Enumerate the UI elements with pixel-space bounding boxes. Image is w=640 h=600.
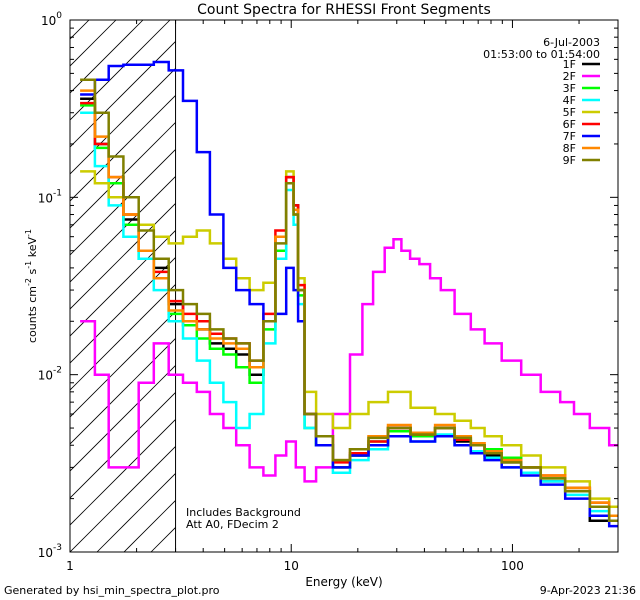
hatch-line bbox=[70, 418, 176, 526]
hatch-line bbox=[70, 94, 176, 202]
time-range-label: 01:53:00 to 01:54:00 bbox=[483, 48, 600, 61]
y-tick-label: 100 bbox=[41, 11, 62, 28]
hatch-line bbox=[448, 20, 640, 552]
series-line-9F bbox=[80, 78, 618, 523]
x-axis-label: Energy (keV) bbox=[305, 575, 382, 589]
legend-label-3F: 3F bbox=[563, 82, 576, 95]
x-tick-label: 100 bbox=[501, 559, 524, 573]
hatch-line bbox=[70, 67, 176, 175]
plot-frame bbox=[69, 19, 619, 553]
y-tick-label: 10-1 bbox=[38, 188, 62, 205]
footer-timestamp: 9-Apr-2023 21:36 bbox=[540, 584, 636, 597]
legend-label-2F: 2F bbox=[563, 70, 576, 83]
series-layer bbox=[80, 60, 618, 528]
footer-generator: Generated by hsi_min_spectra_plot.pro bbox=[4, 584, 220, 597]
hatch-line bbox=[70, 175, 176, 283]
chart-title: Count Spectra for RHESSI Front Segments bbox=[197, 2, 491, 18]
hatch-line bbox=[70, 20, 171, 121]
annotation-background: Includes Background bbox=[186, 506, 301, 519]
hatch-line bbox=[70, 40, 176, 148]
hatch-line bbox=[70, 391, 176, 499]
hatch-line bbox=[70, 202, 176, 310]
legend-label-1F: 1F bbox=[563, 58, 576, 71]
hatch-line bbox=[70, 337, 176, 445]
hatch-line bbox=[70, 283, 176, 391]
legend-label-4F: 4F bbox=[563, 94, 576, 107]
series-line-2F bbox=[80, 238, 618, 483]
hatch-line bbox=[70, 364, 176, 472]
hatch-line bbox=[70, 20, 90, 40]
hatch-line bbox=[70, 148, 176, 256]
hatch-line bbox=[70, 229, 176, 337]
hatch-line bbox=[475, 20, 640, 552]
legend-label-7F: 7F bbox=[563, 130, 576, 143]
annotation-attenuator: Att A0, FDecim 2 bbox=[186, 518, 279, 531]
x-tick-label: 1 bbox=[66, 559, 74, 573]
series-line-1F bbox=[80, 97, 618, 523]
legend-label-8F: 8F bbox=[563, 142, 576, 155]
hatch-line bbox=[70, 445, 176, 552]
tick-labels: 1 10 100 100 10-1 10-2 10-3 bbox=[38, 11, 524, 573]
y-axis-label: counts cm-2 s-1 keV-1 bbox=[24, 229, 39, 343]
hatch-line bbox=[70, 20, 117, 67]
series-line-7F bbox=[80, 60, 618, 528]
x-tick-label: 10 bbox=[284, 559, 299, 573]
hatch-line bbox=[610, 20, 640, 552]
legend-label-6F: 6F bbox=[563, 118, 576, 131]
series-line-5F bbox=[80, 170, 618, 508]
hatch-line bbox=[70, 256, 176, 364]
y-tick-label: 10-3 bbox=[38, 543, 62, 560]
hatched-region bbox=[70, 20, 640, 552]
axis-ticks bbox=[69, 19, 619, 553]
hatch-line bbox=[96, 472, 176, 552]
series-line-6F bbox=[80, 101, 618, 518]
hatch-line bbox=[70, 20, 144, 94]
date-label: 6-Jul-2003 bbox=[543, 36, 600, 49]
hatch-line bbox=[394, 20, 640, 552]
legend-label-5F: 5F bbox=[563, 106, 576, 119]
legend-label-9F: 9F bbox=[563, 154, 576, 167]
y-tick-label: 10-2 bbox=[38, 366, 62, 383]
series-line-8F bbox=[80, 89, 618, 518]
